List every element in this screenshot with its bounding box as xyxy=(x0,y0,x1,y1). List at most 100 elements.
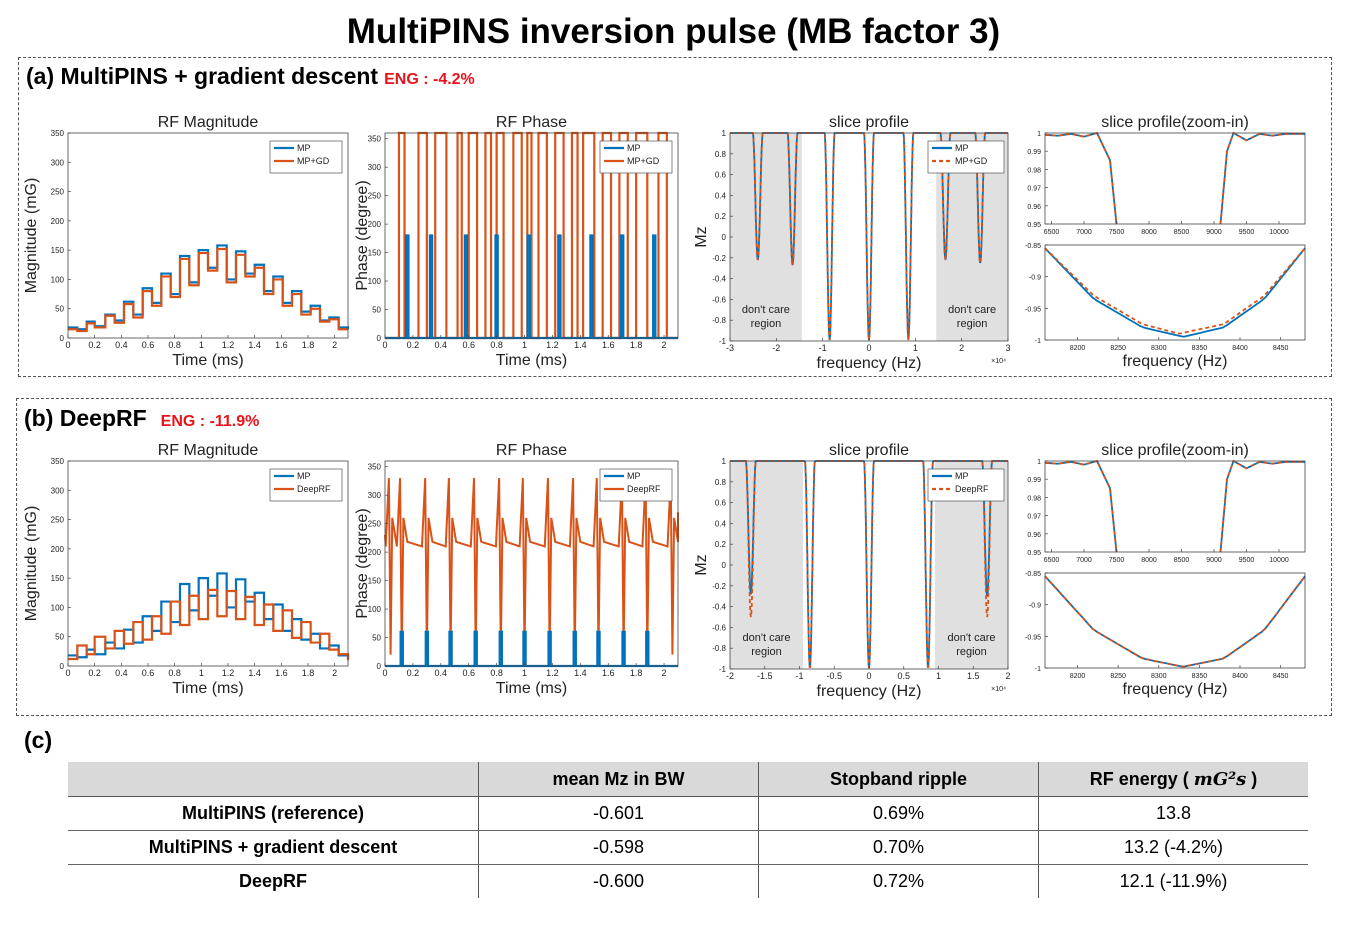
chart-a-rf-phase: 0 0.2 0.4 0.6 0.8 1 1.2 1.4 1.6 1.8 2 0 50 100 150 200 2… xyxy=(354,114,679,369)
x-tick-label: -3 xyxy=(726,343,734,353)
legend-box xyxy=(599,468,673,502)
y-tick-label: 50 xyxy=(55,633,64,642)
legend-label: MP xyxy=(627,143,641,153)
plot-frame xyxy=(67,460,349,667)
plot-frame xyxy=(1044,460,1306,553)
x-tick-label: 0.4 xyxy=(115,668,128,678)
y-tick-label: 0.99 xyxy=(1027,149,1041,156)
x-tick-label: 8450 xyxy=(1273,673,1289,680)
y-tick-label: 350 xyxy=(51,129,65,138)
x-tick-label: 7500 xyxy=(1109,229,1125,236)
legend-box xyxy=(927,468,1005,502)
chart-a-rf-magnitude: 0 0.2 0.4 0.6 0.8 1 1.2 1.4 1.6 1.8 2 0 50 100 150 200 2… xyxy=(23,114,350,369)
table-cell-ripple: 0.69% xyxy=(758,796,1039,831)
x-tick-label: 7000 xyxy=(1076,229,1092,236)
x-tick-label: 1.6 xyxy=(275,340,288,350)
dont-care-label: region xyxy=(957,318,988,330)
plot-frame xyxy=(1044,132,1306,225)
chart-title: RF Phase xyxy=(496,442,567,459)
x-tick-label: -2 xyxy=(726,671,734,681)
series-mp xyxy=(385,234,678,340)
x-tick-label: 8300 xyxy=(1151,673,1167,680)
y-tick-label: 350 xyxy=(51,457,65,466)
x-tick-label: 1.8 xyxy=(630,340,643,350)
y-tick-label: 100 xyxy=(51,275,65,284)
table-row: MultiPINS (reference) -0.601 0.69% 13.8 xyxy=(68,796,1308,831)
plot-area xyxy=(1045,573,1305,668)
chart-a-slice-profile: -3 -2 -1 0 1 2 3 -1 -0.8 -0.6 -0.4 -0.2 0 0.2 0.4 0.6 0.… xyxy=(693,114,1011,372)
plot-frame xyxy=(1044,244,1306,341)
x-tick-label: 8250 xyxy=(1110,673,1126,680)
legend-box xyxy=(269,468,343,502)
x-tick-label: 9000 xyxy=(1206,229,1222,236)
legend-label: MP xyxy=(955,471,969,481)
x-tick-label: 8250 xyxy=(1110,345,1126,352)
x-tick-label: 8200 xyxy=(1070,673,1086,680)
legend-label: MP xyxy=(955,143,969,153)
x-tick-label: 0.6 xyxy=(142,340,155,350)
legend-label: DeepRF xyxy=(297,484,331,494)
y-tick-label: 200 xyxy=(368,220,382,229)
chart-title: slice profile xyxy=(829,114,909,131)
series-alt xyxy=(1044,247,1306,335)
legend-label: MP xyxy=(297,143,311,153)
section-a-title: (a) MultiPINS + gradient descent ENG : -4… xyxy=(26,63,475,90)
y-tick-label: 0 xyxy=(60,334,65,343)
x-tick-label: 1.6 xyxy=(275,668,288,678)
series-alt xyxy=(1219,459,1305,553)
y-tick-label: 150 xyxy=(368,249,382,258)
y-tick-label: 0.4 xyxy=(715,519,727,528)
y-tick-label: -0.4 xyxy=(712,275,726,284)
y-tick-label: 1 xyxy=(1037,459,1041,466)
y-tick-label: 0.97 xyxy=(1027,514,1041,521)
y-tick-label: 200 xyxy=(368,548,382,557)
y-tick-label: -0.8 xyxy=(712,316,726,325)
dont-care-label: don't care xyxy=(742,304,790,316)
x-tick-label: 6500 xyxy=(1044,229,1060,236)
x-tick-label: 0.8 xyxy=(490,340,503,350)
y-axis-label: Mz xyxy=(693,554,710,575)
x-tick-label: 8200 xyxy=(1070,345,1086,352)
y-tick-label: 250 xyxy=(51,188,65,197)
table-cell-mz: -0.598 xyxy=(478,830,759,865)
x-tick-label: 2 xyxy=(662,340,667,350)
x-tick-label: 9500 xyxy=(1239,229,1255,236)
dont-care-region xyxy=(730,461,803,669)
x-tick-label: 0.8 xyxy=(490,668,503,678)
chart-title: slice profile(zoom-in) xyxy=(1101,114,1249,131)
y-tick-label: 200 xyxy=(51,545,65,554)
x-tick-label: 1.8 xyxy=(302,340,315,350)
series-mp xyxy=(1044,247,1306,338)
x-tick-label: 9500 xyxy=(1239,557,1255,564)
x-tick-label: 8500 xyxy=(1174,229,1190,236)
x-tick-label: 2 xyxy=(332,340,337,350)
y-axis-label: Magnitude (mG) xyxy=(23,506,40,622)
y-tick-label: 0.6 xyxy=(715,171,727,180)
section-a-box xyxy=(18,57,1332,377)
y-axis-label: Magnitude (mG) xyxy=(23,178,40,294)
x-scale-note: ×10⁴ xyxy=(991,358,1006,365)
x-tick-label: 0 xyxy=(866,343,871,353)
x-tick-label: 10000 xyxy=(1269,557,1289,564)
dont-care-label: region xyxy=(751,318,782,330)
series-alt xyxy=(1219,131,1305,225)
x-tick-label: 1 xyxy=(199,340,204,350)
y-tick-label: 150 xyxy=(51,574,65,583)
y-tick-label: 0.2 xyxy=(715,540,727,549)
series-alt xyxy=(68,588,350,661)
table-cell-ripple: 0.70% xyxy=(758,830,1039,865)
y-tick-label: 300 xyxy=(368,163,382,172)
x-tick-label: 1.4 xyxy=(248,668,261,678)
dont-care-label: don't care xyxy=(948,632,996,644)
x-tick-label: 8400 xyxy=(1232,345,1248,352)
legend-label: DeepRF xyxy=(627,484,661,494)
x-tick-label: 0.6 xyxy=(142,668,155,678)
results-table-wrap: mean Mz in BW Stopband ripple RF energy … xyxy=(68,762,1308,898)
y-tick-label: -0.6 xyxy=(712,295,726,304)
x-tick-label: 0.2 xyxy=(407,668,420,678)
y-tick-label: 0.95 xyxy=(1027,222,1041,229)
x-tick-label: 0 xyxy=(382,340,387,350)
y-tick-label: 0 xyxy=(60,662,65,671)
table-cell-energy: 13.2 (-4.2%) xyxy=(1038,830,1308,865)
x-tick-label: 1.2 xyxy=(546,340,559,350)
